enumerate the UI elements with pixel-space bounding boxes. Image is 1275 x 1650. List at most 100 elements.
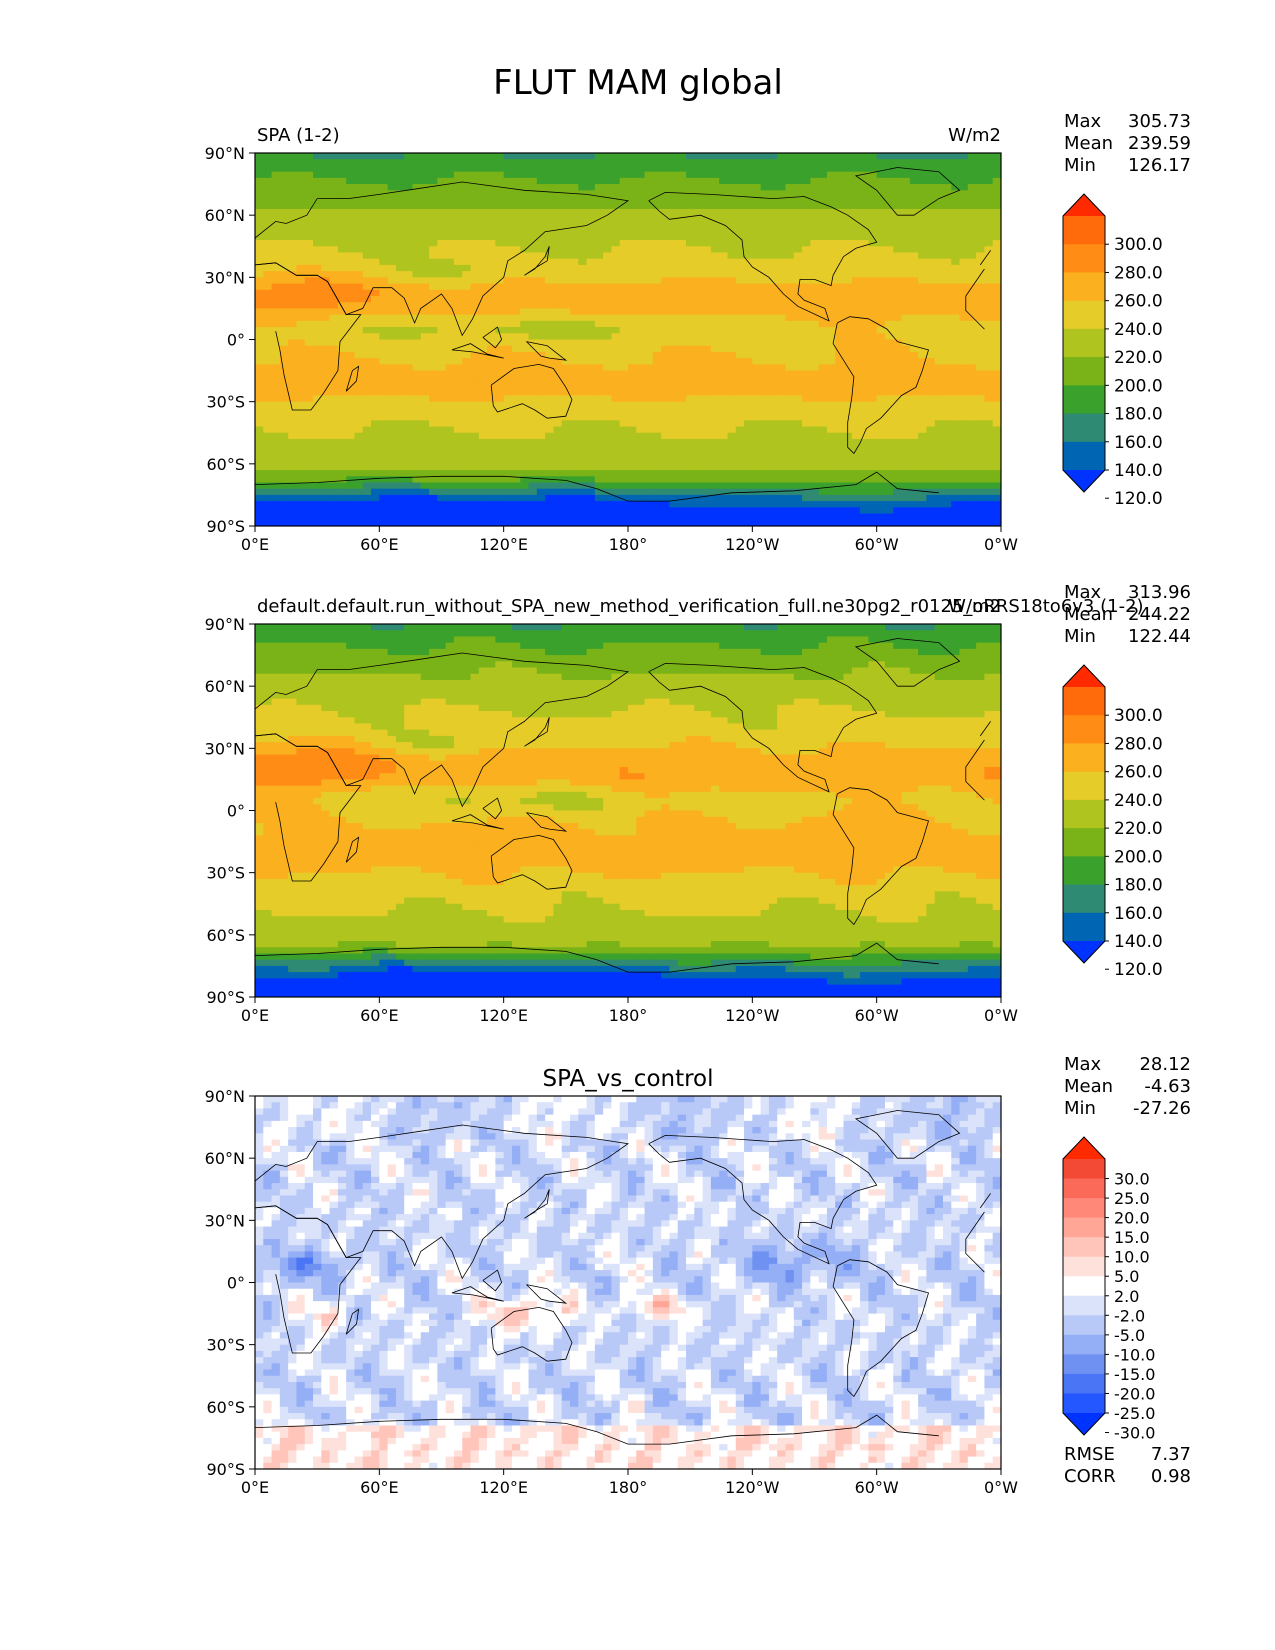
lon-tick-label: 120°E — [479, 535, 528, 554]
lat-tick-label: 60°N — [205, 206, 245, 225]
colorbar-tick-label: 220.0 — [1114, 819, 1163, 839]
colorbar-tick-label: 220.0 — [1114, 348, 1163, 368]
colorbar-tick-label: 20.0 — [1114, 1209, 1150, 1228]
lat-tick-label: 90°S — [206, 988, 245, 1007]
lat-tick-label: 60°S — [206, 926, 245, 945]
stat-label: Mean — [1064, 1076, 1113, 1097]
colorbar-tick-label: 260.0 — [1114, 763, 1163, 783]
coastlines — [255, 167, 991, 502]
colorbar-tick-label: 300.0 — [1114, 235, 1163, 255]
lat-tick-label: 60°N — [205, 1149, 245, 1168]
colorbar-tick-label: -25.0 — [1114, 1404, 1155, 1423]
coastlines — [255, 638, 991, 973]
lon-tick-label: 120°W — [725, 1006, 780, 1025]
colorbar-tick-label: 30.0 — [1114, 1170, 1150, 1189]
stat-label: Min — [1064, 626, 1096, 647]
rmse-label: RMSE — [1064, 1444, 1115, 1465]
lon-tick-label: 0°E — [241, 535, 269, 554]
lat-tick-label: 90°S — [206, 1460, 245, 1479]
colorbar-tick-label: 140.0 — [1114, 932, 1163, 952]
field-map — [255, 624, 1001, 997]
lon-tick-label: 60°E — [360, 1006, 398, 1025]
colorbar-tick-label: 160.0 — [1114, 904, 1163, 924]
lat-tick-label: 0° — [227, 331, 245, 350]
stat-value: 122.44 — [1128, 626, 1191, 647]
lon-tick-label: 0°E — [241, 1478, 269, 1497]
colorbar-tick-label: 120.0 — [1114, 489, 1163, 509]
lon-tick-label: 0°W — [984, 1006, 1018, 1025]
lat-tick-label: 90°S — [206, 517, 245, 536]
units-label: W/m2 — [948, 596, 1001, 617]
colorbar-tick-label: 260.0 — [1114, 292, 1163, 312]
lat-tick-label: 0° — [227, 802, 245, 821]
colorbar: 30.025.020.015.010.05.02.0-2.0-5.0-10.0-… — [1062, 1136, 1155, 1443]
lon-tick-label: 120°E — [479, 1006, 528, 1025]
stat-label: Max — [1064, 582, 1102, 603]
lat-tick-label: 90°N — [205, 615, 245, 634]
colorbar-tick-label: 180.0 — [1114, 876, 1163, 896]
lat-tick-label: 30°N — [205, 268, 245, 287]
colorbar-tick-label: 240.0 — [1114, 320, 1163, 340]
colorbar-tick-label: 160.0 — [1114, 433, 1163, 453]
lat-tick-label: 30°S — [206, 1336, 245, 1355]
map-panel-2: 90°N 60°N 30°N 0° 30°S 60°S 90°S0°E 60°E 120°E 18… — [205, 582, 1191, 1025]
colorbar-tick-label: 280.0 — [1114, 263, 1163, 283]
stat-value: 305.73 — [1128, 111, 1191, 132]
stat-label: Max — [1064, 1054, 1102, 1075]
lat-tick-label: 0° — [227, 1274, 245, 1293]
lon-tick-label: 120°W — [725, 1478, 780, 1497]
stat-label: Min — [1064, 155, 1096, 176]
lat-tick-label: 30°S — [206, 393, 245, 412]
colorbar-tick-label: -15.0 — [1114, 1365, 1155, 1384]
lat-tick-label: 30°N — [205, 1211, 245, 1230]
lon-tick-label: 60°E — [360, 1478, 398, 1497]
lon-tick-label: 120°E — [479, 1478, 528, 1497]
field-map — [255, 153, 1001, 526]
stat-value: 28.12 — [1139, 1054, 1191, 1075]
lat-tick-label: 60°N — [205, 677, 245, 696]
field-map — [255, 1096, 1001, 1469]
lon-tick-label: 0°E — [241, 1006, 269, 1025]
rmse-value: 7.37 — [1151, 1444, 1191, 1465]
colorbar-tick-label: 240.0 — [1114, 791, 1163, 811]
lon-tick-label: 120°W — [725, 535, 780, 554]
stat-value: -4.63 — [1144, 1076, 1191, 1097]
map-panel-1: 90°N 60°N 30°N 0° 30°S 60°S 90°S0°E 60°E 120°E 18… — [205, 111, 1191, 554]
stat-value: 239.59 — [1128, 133, 1191, 154]
lat-tick-label: 60°S — [206, 455, 245, 474]
lon-tick-label: 60°W — [855, 1006, 899, 1025]
panel-title: SPA (1-2) — [257, 125, 340, 146]
lon-tick-label: 180° — [609, 1478, 648, 1497]
lon-tick-label: 0°W — [984, 535, 1018, 554]
lat-tick-label: 30°N — [205, 739, 245, 758]
colorbar-tick-label: -30.0 — [1114, 1424, 1155, 1443]
lat-tick-label: 60°S — [206, 1398, 245, 1417]
colorbar-tick-label: 280.0 — [1114, 734, 1163, 754]
panel-title: SPA_vs_control — [542, 1066, 713, 1092]
stat-label: Mean — [1064, 604, 1113, 625]
lon-tick-label: 0°W — [984, 1478, 1018, 1497]
colorbar-tick-label: 140.0 — [1114, 461, 1163, 481]
panel-title: default.default.run_without_SPA_new_meth… — [257, 596, 1144, 617]
map-panel-3: 90°N 60°N 30°N 0° 30°S 60°S 90°S0°E 60°E 120°E 18… — [205, 1054, 1191, 1497]
colorbar-tick-label: -5.0 — [1114, 1326, 1145, 1345]
stat-label: Min — [1064, 1098, 1096, 1119]
stat-value: -27.26 — [1133, 1098, 1191, 1119]
colorbar-tick-label: 5.0 — [1114, 1267, 1139, 1286]
colorbar: 300.0 280.0 260.0 240.0 220.0 200.0 180.0 160.0… — [1062, 664, 1163, 980]
colorbar-tick-label: -2.0 — [1114, 1306, 1145, 1325]
lat-tick-label: 30°S — [206, 864, 245, 883]
figure-title: FLUT MAM global — [493, 63, 783, 103]
lon-tick-label: 60°W — [855, 1478, 899, 1497]
stat-label: Mean — [1064, 133, 1113, 154]
colorbar-tick-label: 15.0 — [1114, 1228, 1150, 1247]
lon-tick-label: 180° — [609, 1006, 648, 1025]
colorbar: 300.0 280.0 260.0 240.0 220.0 200.0 180.0 160.0… — [1062, 193, 1163, 509]
stat-value: 244.22 — [1128, 604, 1191, 625]
stat-value: 126.17 — [1128, 155, 1191, 176]
stat-label: Max — [1064, 111, 1102, 132]
corr-value: 0.98 — [1151, 1466, 1191, 1487]
units-label: W/m2 — [948, 125, 1001, 146]
lon-tick-label: 60°W — [855, 535, 899, 554]
